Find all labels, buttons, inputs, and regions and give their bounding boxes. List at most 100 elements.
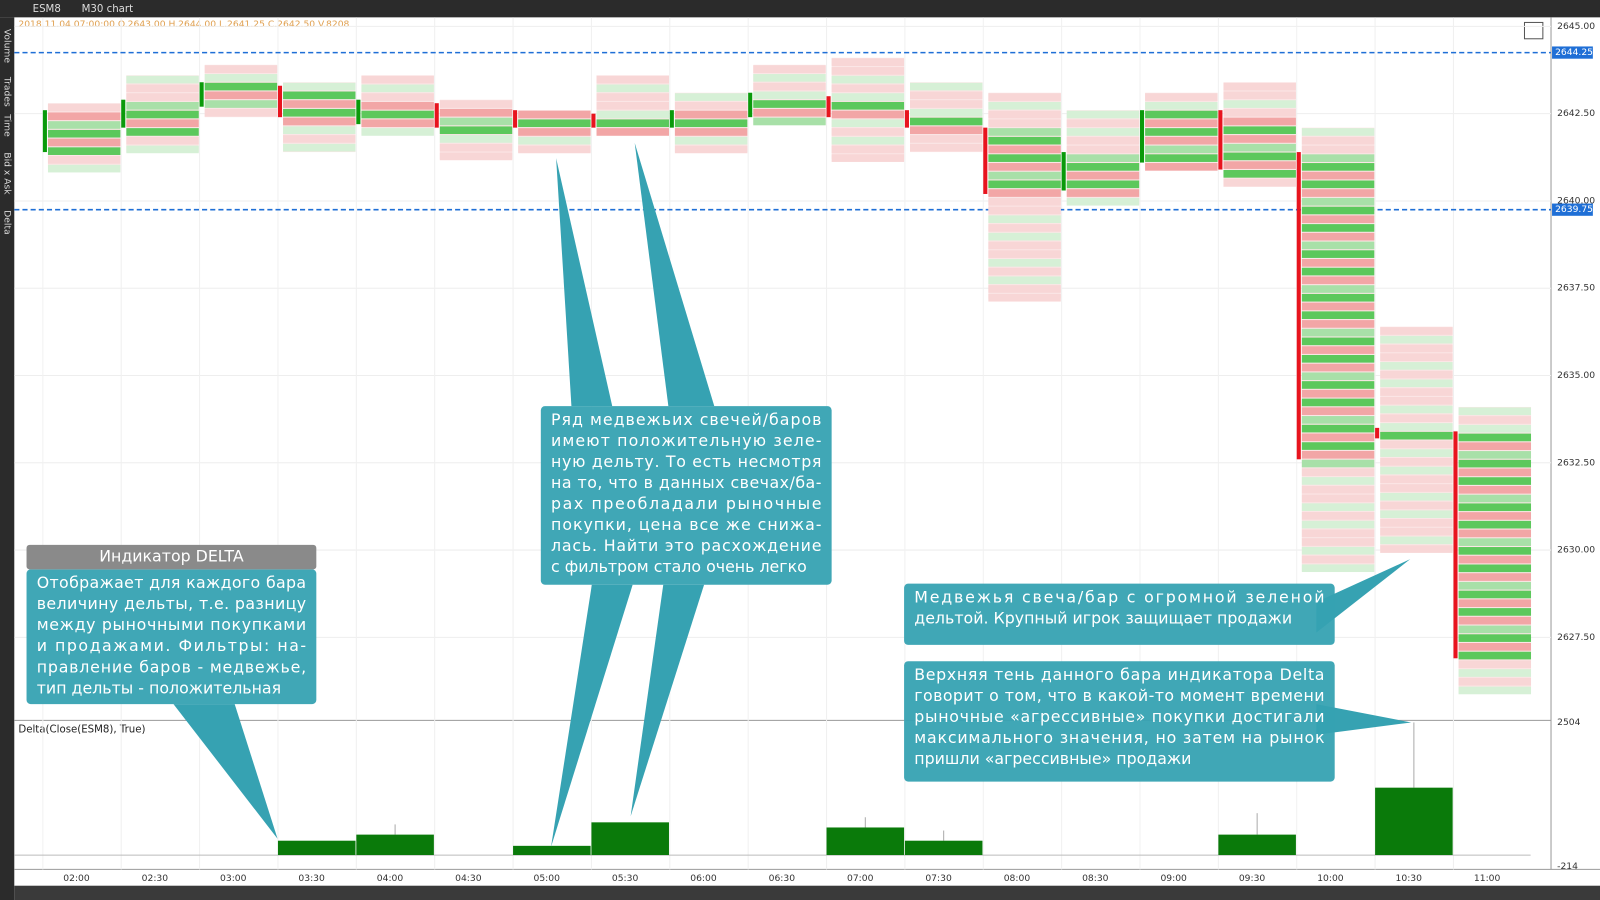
candle-body [434, 103, 439, 128]
footprint-cell [283, 143, 356, 152]
footprint-cell [1301, 564, 1375, 573]
footprint-cell [1458, 634, 1532, 642]
footprint-cell [1066, 145, 1140, 154]
footprint-cell [988, 180, 1061, 189]
footprint-cell [47, 138, 121, 147]
y-tick-label: 2627.50 [1557, 632, 1595, 643]
footprint-cell [1458, 651, 1532, 660]
footprint-cell [1380, 475, 1453, 484]
footprint-cell [988, 241, 1061, 250]
footprint-cell [831, 128, 905, 136]
footprint-cell [1458, 677, 1532, 686]
footprint-cell [910, 100, 983, 108]
footprint-cell [988, 293, 1061, 302]
callout-pointer [630, 584, 705, 817]
footprint-cell [1145, 145, 1218, 154]
callout-line: максимального значения, но затем на рыно… [914, 728, 1325, 747]
footprint-cell [1301, 538, 1375, 546]
candle-body [748, 92, 753, 118]
callout-pointer [1316, 704, 1412, 735]
callout [904, 583, 1335, 645]
footprint-cell [753, 91, 826, 100]
candle-body [1296, 152, 1301, 460]
footprint-cell [1066, 171, 1140, 180]
candle-body [277, 85, 283, 118]
footprint-cell [1380, 327, 1453, 335]
footprint-cell [831, 58, 905, 66]
side-tab[interactable]: Time [2, 113, 13, 137]
side-tab[interactable]: Delta [2, 210, 13, 234]
callout-line: на то, что в данных свечах/ба- [551, 473, 821, 492]
x-tick-label: 10:30 [1396, 873, 1423, 884]
footprint-cell [361, 75, 434, 84]
x-tick-label: 11:00 [1474, 873, 1501, 884]
footprint-cell [1301, 503, 1375, 511]
footprint-cell [1458, 590, 1532, 599]
timeframe[interactable]: M30 chart [82, 4, 133, 15]
callout-line: Медвежья свеча/бар с огромной зеленой [914, 587, 1324, 606]
footprint-cell [518, 145, 591, 154]
footprint-cell [753, 65, 826, 73]
footprint-cell [1301, 215, 1375, 224]
footprint-cell [47, 147, 121, 155]
footprint-cell [283, 91, 356, 100]
footprint-cell [1223, 152, 1296, 161]
x-tick-label: 02:30 [142, 873, 169, 884]
footprint-cell [361, 119, 434, 128]
footprint-cell [1066, 128, 1140, 136]
footprint-cell [1301, 354, 1375, 363]
footprint-cell [988, 232, 1061, 241]
callout-line: рыночные «агрессивные» покупки достигали [914, 707, 1324, 726]
footprint-cell [126, 93, 199, 101]
side-tab[interactable]: Trades [2, 76, 13, 107]
footprint-cell [1301, 520, 1375, 529]
footprint-cell [988, 101, 1061, 110]
footprint-cell [988, 276, 1061, 285]
footprint-cell [753, 117, 826, 126]
footprint-cell [1301, 485, 1375, 494]
footprint-cell [1223, 108, 1296, 117]
footprint-cell [126, 110, 199, 119]
side-tab[interactable]: Bid x Ask [2, 152, 13, 195]
delta-bar [904, 840, 983, 855]
footprint-cell [1066, 180, 1140, 189]
footprint-cell [988, 163, 1061, 171]
footprint-cell [1458, 538, 1532, 546]
footprint-cell [988, 259, 1061, 267]
footprint-cell [988, 93, 1061, 101]
callout-line: Верхняя тень данного бара индикатора Del… [914, 665, 1324, 684]
footprint-cell [988, 215, 1061, 224]
delta-bar [513, 845, 591, 855]
side-tab[interactable]: Volume [2, 29, 13, 63]
footprint-cell [1458, 547, 1532, 555]
footprint-cell [283, 126, 356, 135]
footprint-cell [1380, 501, 1453, 510]
y2-tick-label: 2504 [1557, 717, 1581, 728]
footprint-cell [1458, 581, 1532, 590]
footprint-cell [674, 119, 748, 128]
footprint-cell [1380, 431, 1453, 440]
callout-line: между рыночными покупками [37, 615, 306, 634]
footprint-cell [831, 101, 905, 110]
footprint-cell [518, 119, 591, 128]
footprint-cell [1301, 328, 1375, 337]
scroll-end-button[interactable] [1523, 21, 1544, 40]
footprint-cell [674, 93, 748, 101]
footprint-cell [1458, 686, 1532, 695]
footprint-cell [1301, 285, 1375, 293]
footprint-cell [988, 128, 1061, 136]
scrollbar[interactable] [14, 885, 1600, 900]
candle-body [1375, 427, 1380, 439]
footprint-range [204, 64, 278, 118]
x-tick-label: 06:00 [690, 873, 717, 884]
footprint-cell [283, 117, 356, 126]
footprint-cell [1145, 101, 1218, 110]
y-tick-label: 2637.50 [1557, 283, 1595, 294]
footprint-cell [1301, 259, 1375, 267]
x-tick-label: 06:30 [769, 873, 796, 884]
callout-header [26, 544, 317, 570]
x-tick-label: 03:00 [220, 873, 247, 884]
symbol[interactable]: ESM8 [33, 4, 61, 15]
footprint-cell [1380, 335, 1453, 344]
